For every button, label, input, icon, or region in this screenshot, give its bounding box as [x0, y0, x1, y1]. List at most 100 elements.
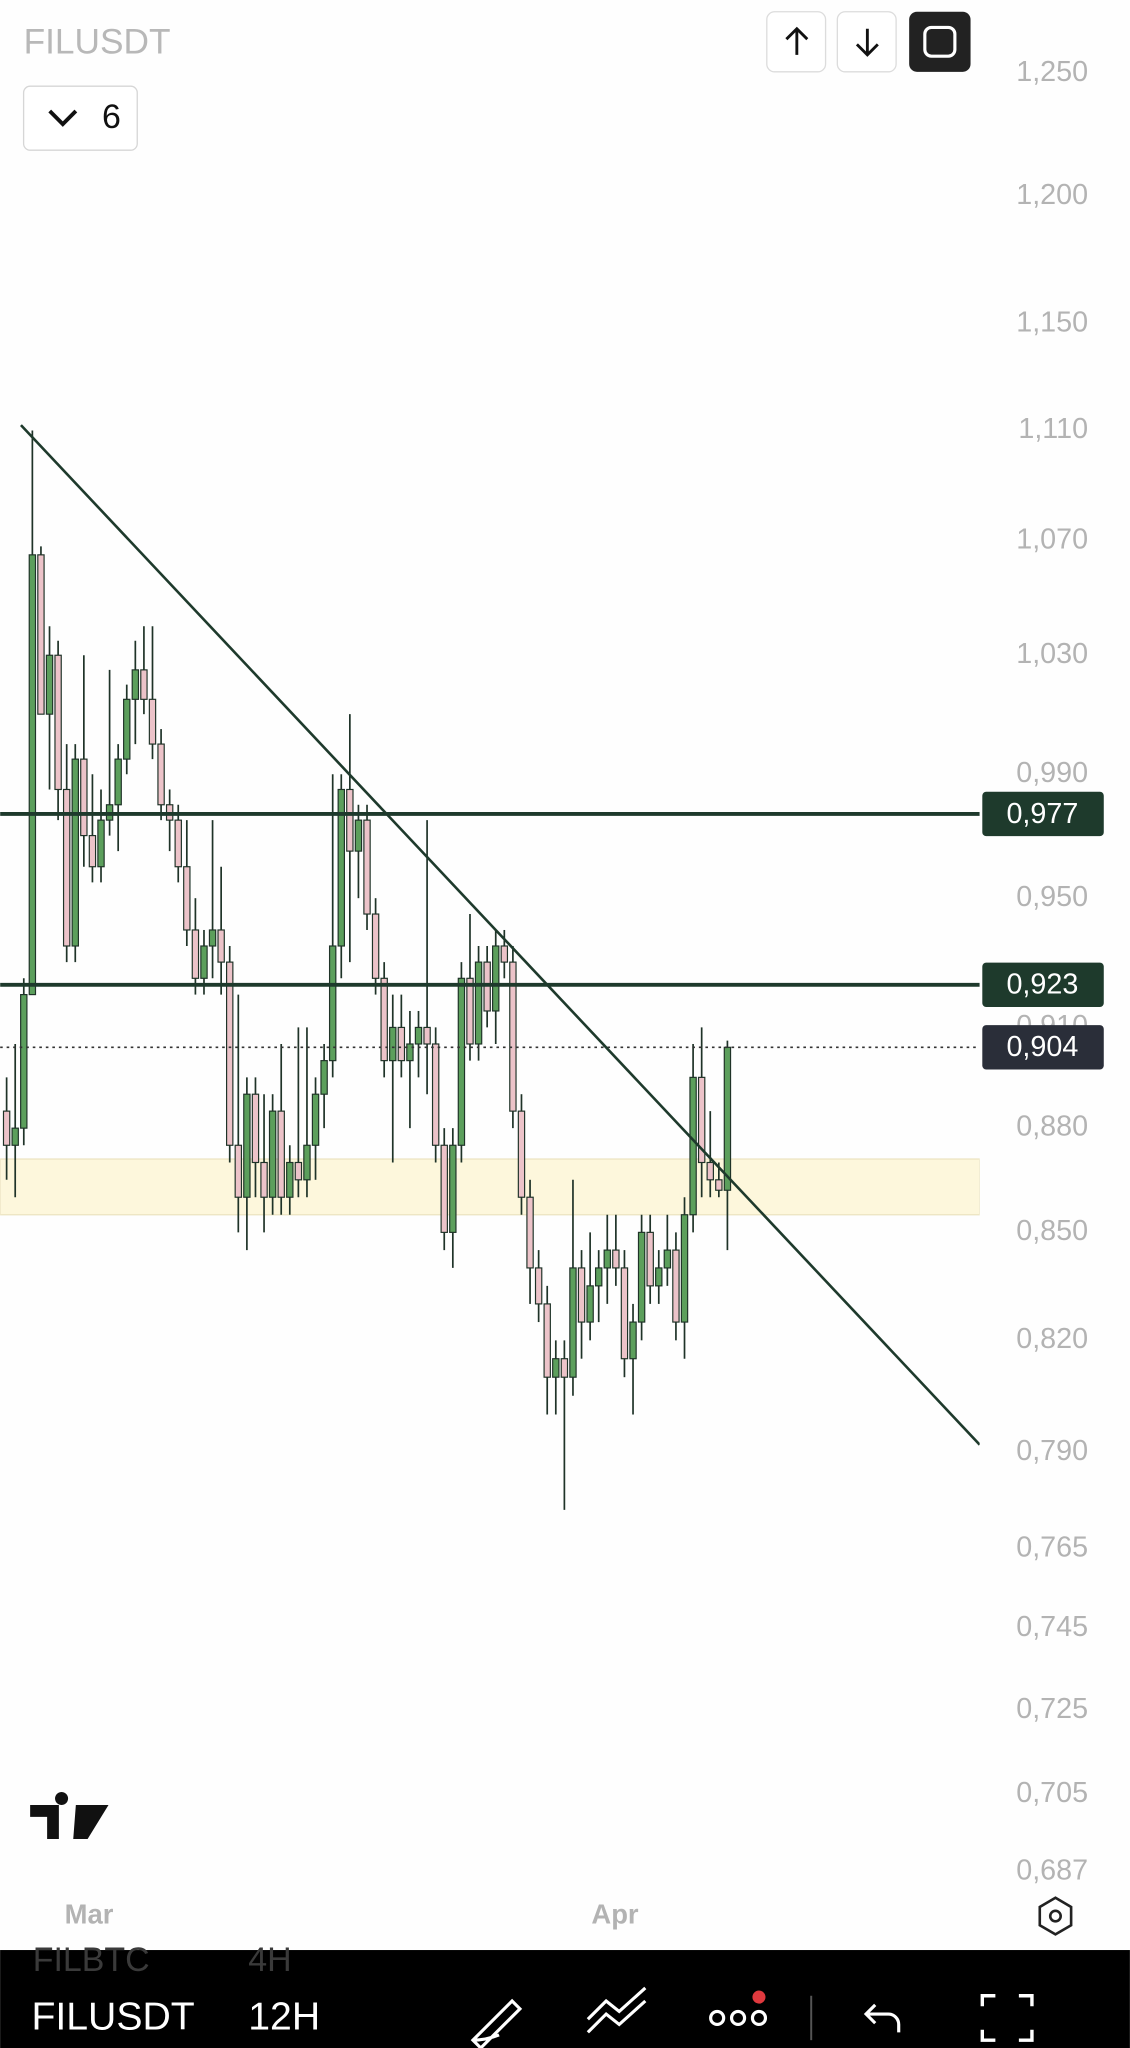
y-tick-label: 1,200 [1016, 179, 1088, 211]
level-label: 0,923 [1006, 969, 1078, 1001]
fullscreen-icon [923, 25, 957, 58]
bottom-bar [0, 1950, 1130, 2048]
candle-body [277, 1110, 285, 1198]
settings-icon [1048, 1909, 1062, 1923]
candle-body [697, 1076, 706, 1164]
candle-body [389, 1026, 397, 1062]
candle-body [354, 819, 363, 852]
candle-body [577, 1267, 586, 1323]
candle-body [20, 994, 28, 1129]
candle-body [663, 1249, 672, 1269]
candle-body [440, 1144, 448, 1233]
level-label-box [982, 962, 1104, 1008]
down-arrow-icon [855, 28, 879, 57]
candle-body [689, 1076, 697, 1216]
candle-body [251, 1093, 260, 1164]
candle-body [208, 929, 217, 947]
candle-body [243, 1093, 251, 1198]
candle-body [88, 834, 97, 868]
draw-tool-button[interactable] [470, 1998, 523, 2048]
fullscreen-button[interactable] [909, 11, 971, 72]
candle-body [500, 945, 509, 963]
candle-body [363, 819, 371, 915]
level-label: 0,904 [1006, 1031, 1078, 1063]
candle-body [114, 758, 122, 806]
candle-body [346, 788, 354, 852]
y-tick-label: 0,687 [1016, 1855, 1088, 1887]
candle-body [37, 554, 45, 715]
y-tick-label: 0,880 [1016, 1111, 1088, 1143]
candle-body [672, 1249, 680, 1323]
trendline [20, 424, 980, 1446]
y-tick-label: 0,990 [1016, 757, 1088, 789]
price-axis: 1,250 1,200 1,150 1,110 1,070 1,030 0,990 0,950… [1016, 56, 1088, 1887]
y-tick-label: 1,250 [1016, 56, 1088, 88]
candle-body [183, 866, 191, 931]
candle-body [629, 1321, 637, 1360]
candle-body [552, 1358, 560, 1378]
indicator-dropdown[interactable] [22, 85, 138, 151]
candle-body [328, 945, 337, 1062]
candle-body [62, 788, 71, 947]
y-tick-label: 1,070 [1016, 523, 1088, 555]
candle-body [191, 929, 200, 979]
bottom-interval[interactable]: 12H [248, 1996, 320, 2039]
y-tick-label: 0,950 [1016, 881, 1088, 913]
candle-body [517, 1110, 526, 1198]
candle-body [286, 1161, 294, 1198]
fullscreen-toggle[interactable] [980, 1994, 1034, 2042]
more-button[interactable] [709, 1990, 768, 2027]
candle-body [123, 698, 131, 760]
candle-body [612, 1249, 620, 1269]
settings-button[interactable] [1038, 1896, 1073, 1936]
undo-button[interactable] [863, 2003, 901, 2033]
candle-body [140, 669, 148, 700]
candle-body [268, 1110, 277, 1198]
candle-body [474, 961, 483, 1045]
candle-body [715, 1179, 723, 1191]
y-tick-label: 0,850 [1016, 1215, 1088, 1247]
candle-body [320, 1060, 328, 1095]
candle-body [569, 1267, 577, 1378]
chevron-icon [48, 109, 78, 127]
level-label-box [982, 791, 1104, 837]
y-tick-label: 0,725 [1016, 1693, 1088, 1725]
candle-body [80, 758, 88, 837]
candle-body [509, 961, 517, 1112]
candle-body [414, 1026, 423, 1045]
candle-body [457, 977, 466, 1146]
indicator-count: 6 [102, 98, 121, 136]
candle-body [174, 819, 182, 868]
candle-body [431, 1043, 440, 1146]
y-tick-label: 0,765 [1016, 1532, 1088, 1564]
candle-body [311, 1093, 320, 1146]
candle-body [706, 1161, 714, 1181]
line-tool-button[interactable] [586, 1986, 647, 2034]
candle-body [620, 1267, 629, 1360]
y-tick-label: 1,110 [1018, 413, 1088, 445]
y-tick-label: 0,790 [1016, 1435, 1088, 1467]
level-label: 0,977 [1006, 798, 1078, 830]
candle-body [723, 1046, 732, 1191]
level-label-box [982, 1025, 1104, 1070]
candle-body [337, 788, 345, 947]
bottom-symbol[interactable]: FILUSDT [31, 1996, 194, 2039]
candle-body [200, 945, 208, 979]
y-tick-label: 0,705 [1016, 1777, 1088, 1809]
candle-body [603, 1249, 612, 1269]
candle-body [371, 913, 380, 979]
x-tick-label: Mar [65, 1898, 114, 1929]
candle-body [449, 1144, 457, 1233]
candle-body [680, 1214, 689, 1323]
candle-body [543, 1303, 551, 1378]
candle-body [637, 1231, 646, 1323]
candle-body [303, 1144, 311, 1181]
candle-body [560, 1358, 569, 1378]
candle-body [406, 1043, 414, 1062]
candle-body [586, 1285, 594, 1323]
ghost-symbol: FILBTC [33, 1941, 150, 1979]
candle-body [646, 1231, 654, 1287]
candle-body [655, 1267, 663, 1287]
